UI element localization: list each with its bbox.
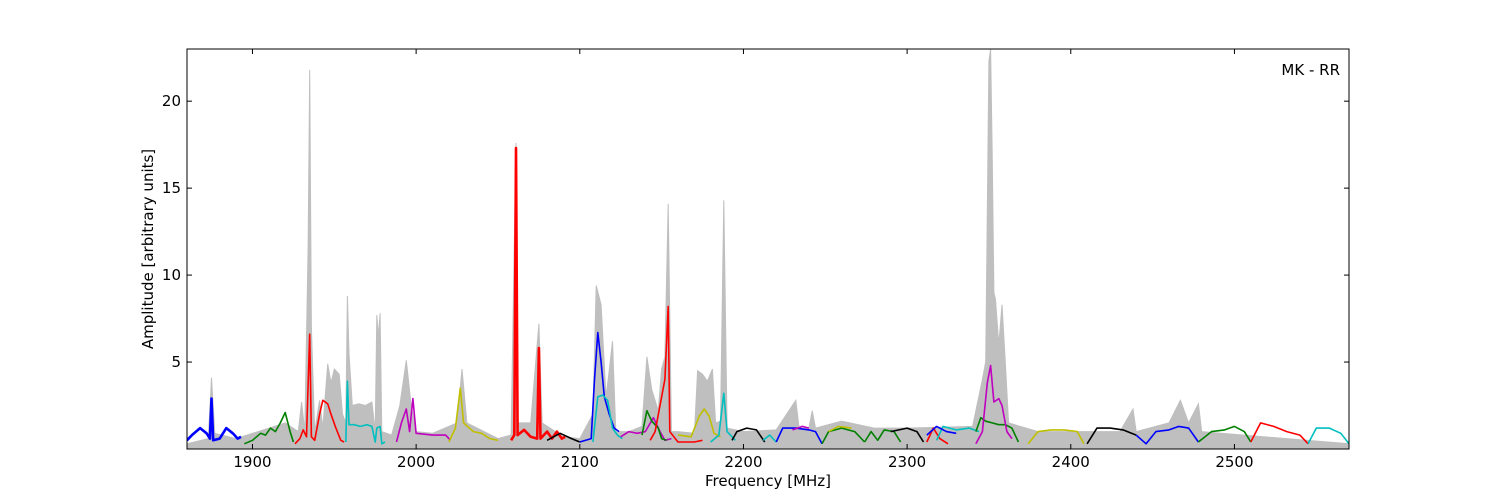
series-line-13 <box>649 305 703 443</box>
x-tick-label: 1900 <box>233 453 271 471</box>
series-line-15 <box>710 392 736 443</box>
series-line-10 <box>592 394 623 443</box>
series-line-32 <box>1197 425 1252 443</box>
series-line-27 <box>975 416 1020 443</box>
series-line-18 <box>775 427 823 445</box>
series-line-7 <box>509 146 566 441</box>
series-line-29 <box>1027 429 1085 445</box>
series-line-17 <box>762 434 777 443</box>
series-line-22 <box>863 429 902 443</box>
series-line-2 <box>243 411 295 445</box>
series-line-3 <box>294 333 345 445</box>
y-tick-label: 10 <box>162 266 181 284</box>
y-axis-ticks: 5 10 15 20 <box>162 92 1349 371</box>
series-line-9 <box>579 331 620 443</box>
x-tick-label: 2300 <box>888 453 926 471</box>
series-line-30 <box>1086 427 1137 445</box>
series-line-31 <box>1135 425 1200 445</box>
series-line-26 <box>926 425 957 436</box>
series-line-6 <box>448 387 499 443</box>
envelope-area <box>187 49 1349 449</box>
series-line-33 <box>1250 422 1309 445</box>
series-layer <box>187 146 1349 445</box>
x-tick-label: 2500 <box>1215 453 1253 471</box>
x-axis-ticks: 1900 2000 2100 2200 2300 2400 2500 <box>233 49 1254 471</box>
plot-frame <box>186 48 1350 450</box>
y-tick-label: 20 <box>162 92 181 110</box>
y-axis-label: Amplitude [arbitrary units] <box>139 149 157 349</box>
series-line-20 <box>821 427 866 445</box>
x-tick-label: 2400 <box>1052 453 1090 471</box>
envelope-layer <box>187 49 1349 449</box>
series-line-21 <box>828 425 852 433</box>
series-line-1 <box>187 397 242 442</box>
series-line-24 <box>926 427 949 445</box>
x-tick-label: 2000 <box>397 453 435 471</box>
series-line-14 <box>677 408 721 438</box>
series-line-8 <box>546 432 581 443</box>
series-line-16 <box>731 427 766 443</box>
series-line-4 <box>345 380 386 445</box>
annotation-label: MK - RR <box>1281 61 1340 79</box>
series-line-5 <box>395 397 452 443</box>
y-tick-label: 15 <box>162 179 181 197</box>
x-axis-label: Frequency [MHz] <box>705 472 831 490</box>
y-tick-label: 5 <box>171 353 181 371</box>
series-line-25 <box>935 425 980 441</box>
series-line-19 <box>792 425 810 431</box>
series-line-23 <box>890 427 925 443</box>
series-line-12 <box>641 409 667 442</box>
x-tick-label: 2100 <box>561 453 599 471</box>
x-tick-label: 2200 <box>724 453 762 471</box>
series-line-28 <box>975 364 1013 445</box>
series-line-34 <box>1307 427 1349 445</box>
